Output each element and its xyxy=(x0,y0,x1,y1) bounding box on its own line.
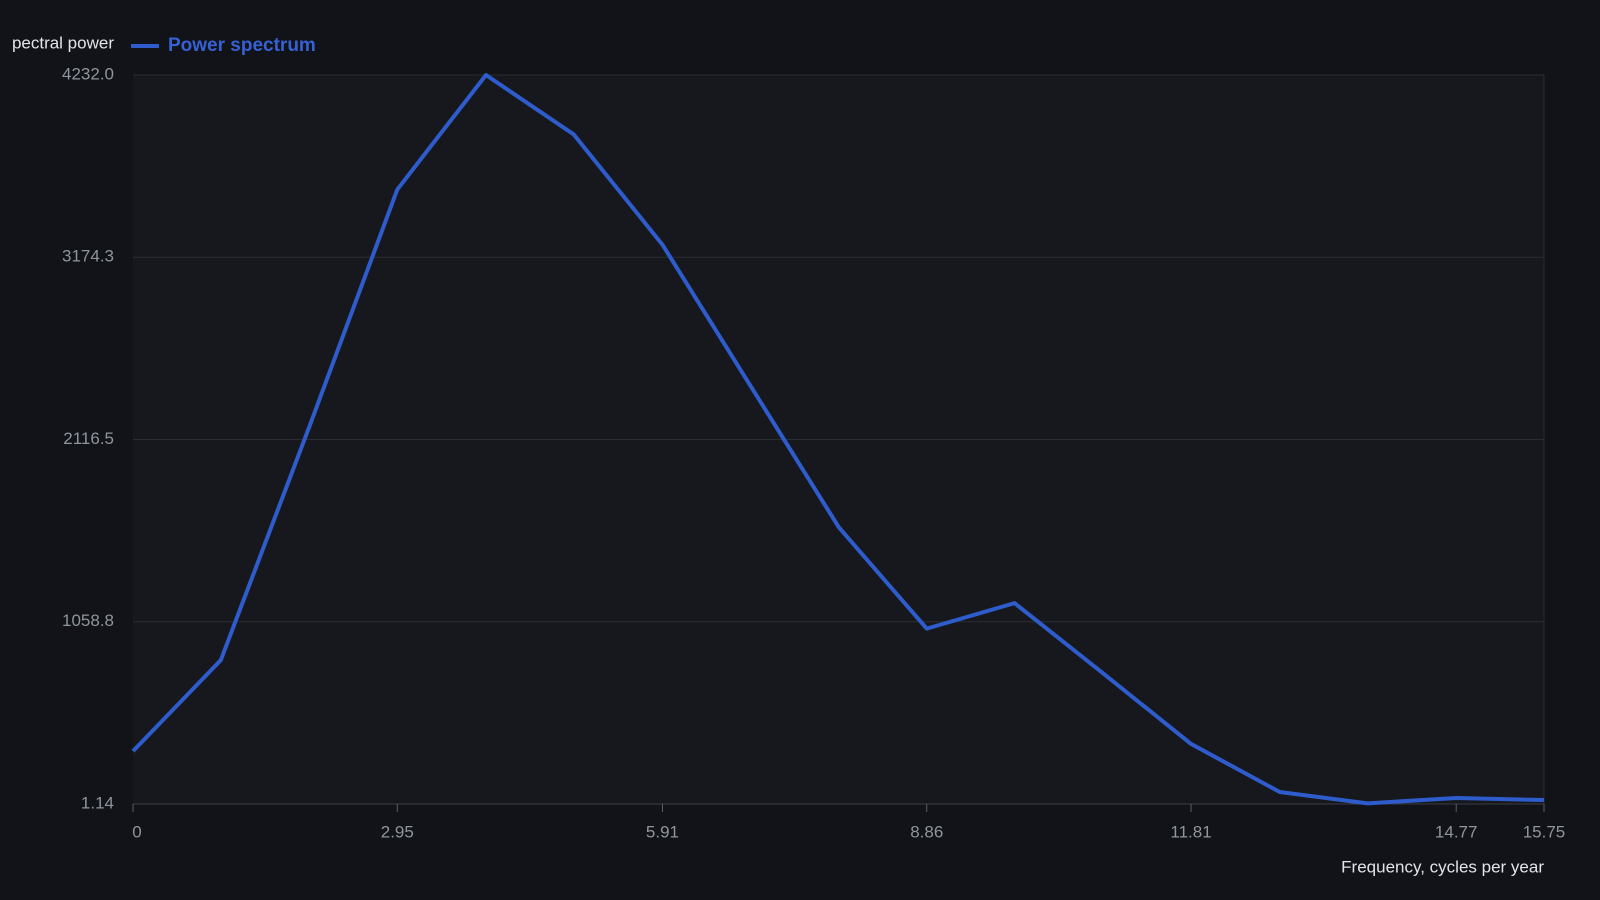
x-tick-label: 5.91 xyxy=(646,822,679,841)
x-tick-label: 8.86 xyxy=(910,822,943,841)
y-tick-label: 1058.8 xyxy=(62,611,114,630)
x-tick-label: 14.77 xyxy=(1435,822,1478,841)
x-tick-label: 2.95 xyxy=(381,822,414,841)
y-tick-label: 4232.0 xyxy=(62,64,114,83)
x-axis-title: Frequency, cycles per year xyxy=(1341,857,1544,876)
x-tick-label: 0 xyxy=(132,822,141,841)
y-tick-label: 2116.5 xyxy=(63,429,114,448)
y-tick-label: 1.14 xyxy=(81,793,114,812)
legend-label: Power spectrum xyxy=(168,35,316,56)
y-axis-title: pectral power xyxy=(12,33,114,52)
line-series xyxy=(131,73,1545,806)
y-tick-label: 3174.3 xyxy=(62,247,114,266)
x-tick-label: 11.81 xyxy=(1170,822,1211,841)
x-tick-label: 15.75 xyxy=(1523,822,1566,841)
